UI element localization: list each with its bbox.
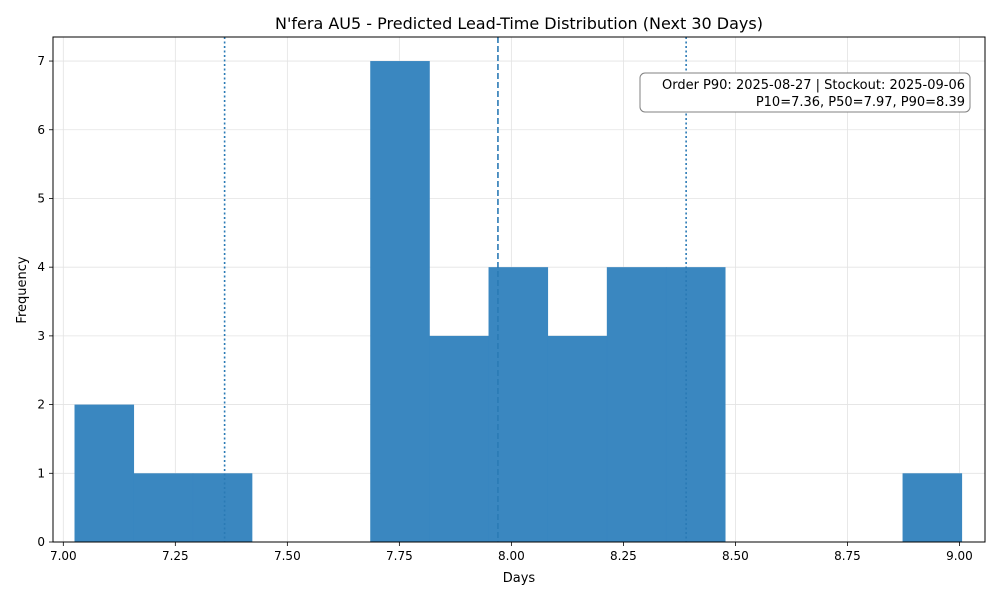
histogram-bar (192, 473, 253, 542)
y-axis-label: Frequency (15, 256, 30, 323)
x-tick-label: 8.50 (722, 549, 749, 563)
annotation-line-1: Order P90: 2025-08-27 | Stockout: 2025-0… (662, 78, 965, 93)
x-axis-label: Days (503, 571, 536, 586)
annotation-box-frame (639, 72, 971, 113)
histogram-bar (370, 61, 430, 543)
annotation-line-2: P10=7.36, P50=7.97, P90=8.39 (756, 95, 965, 110)
y-tick-label: 5 (37, 191, 45, 205)
histogram-bar (902, 473, 963, 542)
y-tick-label: 1 (37, 466, 45, 480)
histogram-bar (133, 473, 194, 542)
histogram-bar (665, 267, 726, 542)
histogram-bar (429, 335, 489, 542)
y-axis-ticks: 0 1 2 3 4 5 6 7 (37, 54, 53, 549)
x-tick-label: 8.00 (498, 549, 525, 563)
y-tick-label: 2 (37, 398, 45, 412)
axes-frame (52, 36, 986, 543)
y-tick-label: 6 (37, 123, 45, 137)
histogram-bars (74, 61, 963, 543)
x-tick-label: 8.75 (834, 549, 861, 563)
histogram-bar (606, 267, 667, 542)
x-axis-ticks: 7.00 7.25 7.50 7.75 8.00 8.25 8.50 8.75 9.00 (50, 542, 973, 563)
chart-title: N'fera AU5 - Predicted Lead-Time Distrib… (275, 14, 763, 33)
annotation-box: Order P90: 2025-08-27 | Stockout: 2025-0… (639, 72, 971, 113)
x-tick-label: 7.50 (274, 549, 301, 563)
y-tick-label: 0 (37, 535, 45, 549)
x-tick-label: 7.25 (162, 549, 189, 563)
x-tick-label: 9.00 (946, 549, 973, 563)
y-tick-label: 4 (37, 260, 45, 274)
x-tick-label: 7.00 (50, 549, 77, 563)
histogram-bar (74, 404, 135, 542)
x-tick-label: 8.25 (610, 549, 637, 563)
histogram-bar (547, 335, 608, 542)
x-tick-label: 7.75 (386, 549, 413, 563)
reference-lines (223, 37, 687, 542)
y-tick-label: 7 (37, 54, 45, 68)
y-tick-label: 3 (37, 329, 45, 343)
